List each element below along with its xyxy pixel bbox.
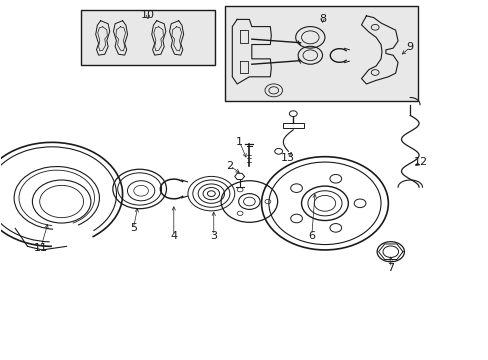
Text: 1: 1 xyxy=(236,138,243,147)
Text: 10: 10 xyxy=(141,10,155,20)
Bar xyxy=(224,6,417,101)
Text: 13: 13 xyxy=(280,153,294,163)
Text: 9: 9 xyxy=(406,42,413,52)
Text: 12: 12 xyxy=(413,157,427,167)
Text: 11: 11 xyxy=(34,243,48,253)
Text: 6: 6 xyxy=(307,231,315,240)
Bar xyxy=(81,10,215,65)
Text: 5: 5 xyxy=(129,224,137,233)
Bar xyxy=(282,123,304,128)
Text: 4: 4 xyxy=(170,231,177,240)
Text: 2: 2 xyxy=(226,161,233,171)
Text: 8: 8 xyxy=(318,14,325,24)
Text: 7: 7 xyxy=(386,263,393,273)
Text: 3: 3 xyxy=(210,231,217,240)
